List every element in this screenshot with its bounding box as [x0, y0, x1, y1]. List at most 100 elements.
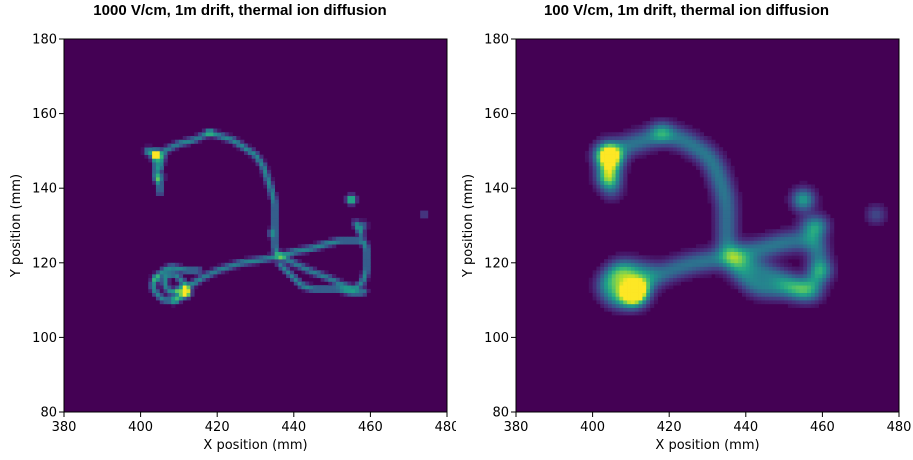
heatmap-cell	[799, 210, 804, 215]
heatmap-cell	[726, 236, 731, 241]
heatmap-cell	[876, 214, 881, 219]
heatmap-cell	[818, 281, 823, 286]
heatmap-cell	[152, 177, 157, 182]
heatmap-cell	[734, 281, 739, 286]
heatmap-cell	[190, 266, 195, 271]
heatmap-cell	[213, 135, 218, 141]
heatmap-cell	[830, 285, 835, 290]
heatmap-cell	[799, 206, 804, 211]
heatmap-cell	[627, 266, 632, 271]
heatmap-cell	[703, 273, 708, 279]
heatmap-cell	[745, 247, 750, 252]
heatmap-cell	[665, 266, 670, 271]
heatmap-cell	[780, 240, 785, 245]
heatmap-cell	[604, 296, 609, 301]
left-chart-panel: 1000 V/cm, 1m drift, thermal ion diffusi…	[0, 0, 456, 460]
heatmap-cell	[171, 288, 176, 293]
heatmap-cell	[362, 247, 367, 252]
heatmap-cell	[155, 273, 161, 279]
heatmap-cell	[787, 285, 793, 290]
heatmap-cell	[776, 232, 781, 238]
heatmap-cell	[822, 270, 827, 275]
heatmap-cell	[358, 229, 364, 234]
heatmap-cell	[768, 236, 773, 241]
heatmap-cell	[814, 266, 819, 271]
heatmap-cell	[826, 259, 831, 264]
heatmap-cell	[696, 150, 701, 155]
heatmap-cell	[680, 139, 685, 144]
heatmap-cell	[351, 288, 356, 293]
heatmap-cell	[722, 229, 727, 234]
heatmap-cell	[619, 158, 624, 163]
heatmap-cells	[584, 117, 888, 316]
heatmap-cell	[282, 266, 287, 271]
heatmap-cell	[366, 288, 371, 293]
heatmap-cell	[799, 270, 804, 275]
heatmap-cell	[194, 266, 199, 271]
heatmap-cell	[175, 292, 180, 297]
heatmap-cell	[657, 139, 662, 144]
heatmap-cell	[795, 210, 800, 215]
heatmap-cell	[297, 244, 302, 249]
heatmap-cell	[791, 288, 796, 293]
heatmap-cell	[351, 218, 356, 223]
heatmap-cell	[619, 132, 624, 137]
heatmap-cell	[596, 270, 601, 275]
heatmap-cell	[676, 262, 682, 267]
heatmap-cell	[592, 285, 597, 290]
plot-frame	[515, 38, 900, 413]
heatmap-cell	[320, 273, 325, 279]
heatmap-cell	[604, 184, 609, 189]
heatmap-cell	[699, 143, 705, 148]
heatmap-cell	[818, 195, 823, 200]
heatmap-cell	[799, 184, 804, 189]
heatmap-cell	[653, 259, 659, 264]
heatmap-cell	[232, 143, 237, 148]
heatmap-cell	[761, 259, 766, 264]
heatmap-cell	[642, 296, 647, 301]
heatmap-cell	[795, 214, 800, 219]
heatmap-cell	[638, 288, 643, 293]
heatmap-cell	[251, 154, 256, 159]
heatmap-cell	[627, 277, 632, 282]
heatmap-cell	[600, 180, 605, 185]
heatmap-cell	[764, 270, 770, 275]
heatmap-cell	[726, 162, 731, 167]
heatmap-cell	[144, 143, 149, 148]
heatmap-cell	[745, 273, 750, 279]
heatmap-cell	[696, 259, 701, 264]
heatmap-cell	[726, 251, 731, 256]
heatmap-cell	[718, 184, 724, 189]
heatmap-cell	[680, 147, 685, 152]
heatmap-cell	[718, 240, 724, 245]
heatmap-cell	[810, 247, 816, 252]
heatmap-cell	[814, 296, 819, 301]
heatmap-cell	[642, 288, 647, 293]
heatmap-cell	[791, 303, 796, 308]
heatmap-cell	[638, 270, 643, 275]
heatmap-cell	[362, 225, 367, 230]
heatmap-cell	[642, 270, 647, 275]
heatmap-cell	[803, 251, 808, 256]
heatmap-cell	[607, 184, 613, 189]
heatmap-cell	[351, 195, 356, 200]
heatmap-cell	[803, 270, 808, 275]
heatmap-cell	[795, 244, 800, 249]
heatmap-cell	[274, 240, 279, 245]
heatmap-cell	[810, 191, 816, 197]
heatmap-cell	[244, 259, 249, 264]
heatmap-cell	[807, 199, 812, 204]
heatmap-cell	[757, 240, 762, 245]
heatmap-cell	[653, 300, 659, 305]
heatmap-cell	[362, 229, 367, 234]
heatmap-cell	[799, 273, 804, 279]
heatmap-cell	[630, 292, 636, 297]
heatmap-cell	[730, 262, 735, 267]
heatmap-cell	[822, 210, 827, 215]
heatmap-cell	[611, 262, 616, 267]
heatmap-cell	[696, 266, 701, 271]
heatmap-cell	[791, 195, 796, 200]
heatmap-cell	[711, 206, 716, 211]
heatmap-cell	[615, 150, 620, 155]
heatmap-cell	[335, 277, 341, 282]
